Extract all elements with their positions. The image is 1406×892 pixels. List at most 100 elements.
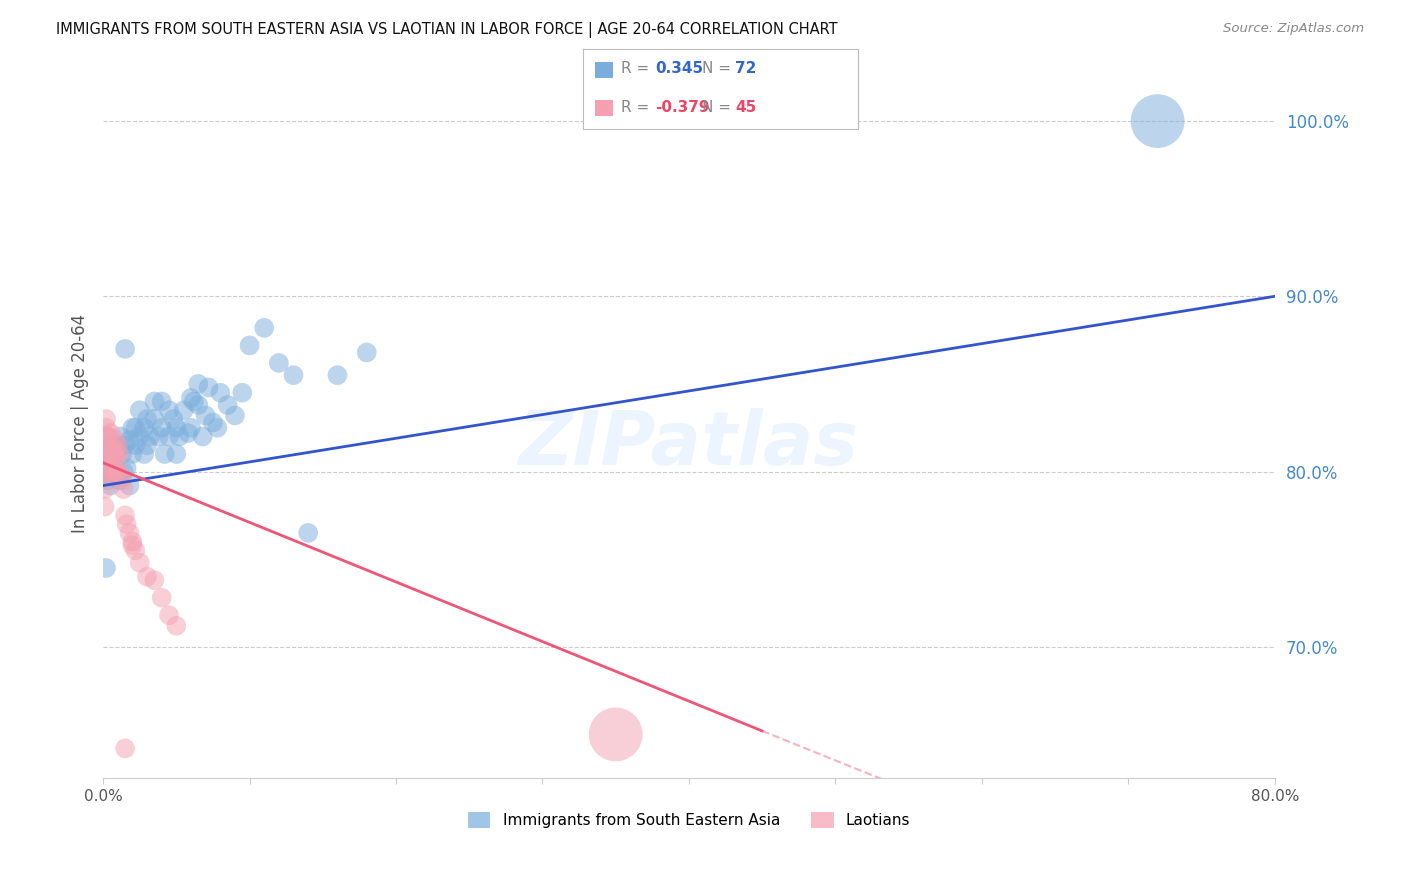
Point [197,380,219,394]
Y-axis label: In Labor Force | Age 20-64: In Labor Force | Age 20-64 [72,314,89,533]
Point [153,447,176,461]
Point [96,447,118,461]
Point [134,447,156,461]
Point [169,429,191,443]
Point [98,468,121,483]
Point [105,450,128,465]
Point [115,461,138,475]
Point [101,443,124,458]
Point [267,356,290,370]
Point [118,478,141,492]
Point [104,443,127,458]
Point [100,468,122,483]
Point [93,500,115,514]
Point [162,412,184,426]
Point [105,443,128,458]
Point [124,438,146,452]
Point [103,459,125,474]
Point [224,409,246,423]
Point [207,421,229,435]
Point [94,465,117,479]
Point [100,478,122,492]
Text: R =: R = [621,62,655,76]
Point [326,368,349,383]
Point [194,409,217,423]
Point [157,608,180,623]
Point [150,591,173,605]
Point [96,429,118,443]
Point [114,342,136,356]
Point [100,425,122,440]
Point [143,394,166,409]
Point [136,412,159,426]
Point [93,482,115,496]
Point [93,429,115,443]
Point [101,438,124,452]
Point [356,345,378,359]
Point [187,376,209,391]
Point [165,447,187,461]
Point [98,438,121,452]
Point [114,741,136,756]
Text: ZIPatlas: ZIPatlas [519,409,859,481]
Legend: Immigrants from South Eastern Asia, Laotians: Immigrants from South Eastern Asia, Laot… [461,806,917,834]
Point [128,429,150,443]
Point [177,425,200,440]
Point [121,534,143,549]
Point [94,465,117,479]
Point [101,450,124,465]
Point [111,447,134,461]
Text: N =: N = [702,62,735,76]
Text: 72: 72 [735,62,756,76]
Point [96,429,118,443]
Point [187,398,209,412]
Point [173,403,195,417]
Point [121,421,143,435]
Point [104,465,127,479]
Point [107,465,129,479]
Point [143,412,166,426]
Point [108,473,131,487]
Point [124,543,146,558]
Text: N =: N = [702,100,735,114]
Point [105,468,128,483]
Point [118,525,141,540]
Point [165,619,187,633]
Text: IMMIGRANTS FROM SOUTH EASTERN ASIA VS LAOTIAN IN LABOR FORCE | AGE 20-64 CORRELA: IMMIGRANTS FROM SOUTH EASTERN ASIA VS LA… [56,22,838,38]
Point [108,447,131,461]
Point [183,394,205,409]
Text: -0.379: -0.379 [655,100,710,114]
Point [139,429,162,443]
Text: 45: 45 [735,100,756,114]
Point [128,403,150,417]
Point [148,429,170,443]
Point [94,412,117,426]
Point [150,394,173,409]
Point [157,429,180,443]
Point [118,433,141,447]
Point [157,403,180,417]
Point [201,416,224,430]
Point [111,473,134,487]
Point [100,447,122,461]
Point [165,421,187,435]
Point [134,421,156,435]
Point [143,573,166,587]
Point [217,398,239,412]
Point [1146,114,1168,128]
Point [191,429,214,443]
Point [114,438,136,452]
Point [239,338,262,352]
Point [101,450,124,465]
Point [94,421,117,435]
Point [98,447,121,461]
Point [103,465,125,479]
Point [121,447,143,461]
Point [115,517,138,532]
Point [231,385,253,400]
Point [103,447,125,461]
Point [94,561,117,575]
Point [121,538,143,552]
Point [283,368,305,383]
Point [136,438,159,452]
